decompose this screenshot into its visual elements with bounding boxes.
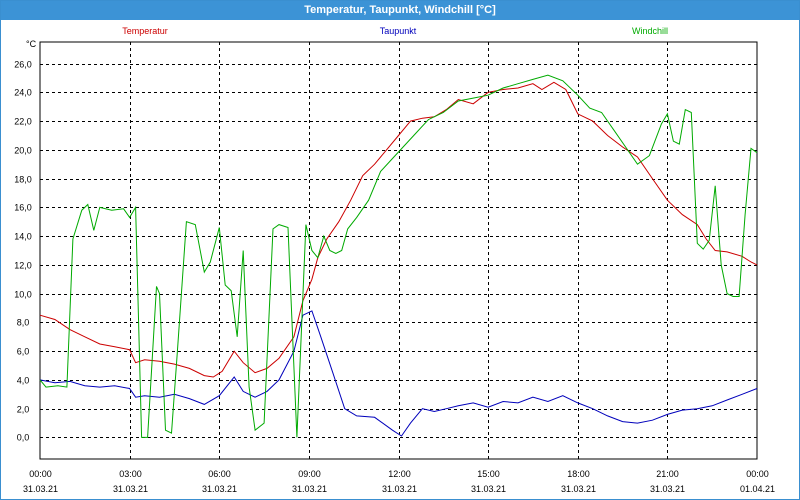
x-tick-date: 31.03.21 [561, 484, 596, 494]
x-tick-date: 31.03.21 [292, 484, 327, 494]
y-tick-label: 22,0 [14, 117, 32, 127]
x-tick-time: 06:00 [208, 469, 231, 479]
y-tick-label: 18,0 [14, 175, 32, 185]
y-tick-label: 16,0 [14, 203, 32, 213]
legend-temperatur: Temperatur [122, 26, 168, 36]
plot-frame [39, 41, 758, 460]
x-tick-time: 15:00 [477, 469, 500, 479]
legend-windchill: Windchill [632, 26, 668, 36]
x-tick-time: 12:00 [388, 469, 411, 479]
x-tick-time: 18:00 [567, 469, 590, 479]
y-tick-label: 20,0 [14, 146, 32, 156]
x-tick-date: 31.03.21 [650, 484, 685, 494]
y-tick-label: 2,0 [17, 405, 30, 415]
y-tick-label: 6,0 [17, 347, 30, 357]
x-tick-date: 01.04.21 [740, 484, 775, 494]
y-axis-unit: °C [26, 39, 37, 49]
x-tick-time: 03:00 [119, 469, 142, 479]
x-tick-date: 31.03.21 [202, 484, 237, 494]
x-tick-time: 00:00 [29, 469, 52, 479]
x-tick-date: 31.03.21 [382, 484, 417, 494]
series-line-temperatur [39, 81, 758, 378]
x-tick-date: 31.03.21 [113, 484, 148, 494]
y-tick-label: 26,0 [14, 60, 32, 70]
legend-taupunkt: Taupunkt [380, 26, 417, 36]
x-tick-time: 09:00 [298, 469, 321, 479]
chart-series [39, 74, 758, 438]
x-tick-time: 00:00 [746, 469, 769, 479]
y-tick-label: 0,0 [17, 433, 30, 443]
chart-axes [39, 41, 758, 460]
chart-labels: 0,0 2,0 4,0 6,0 8,0 10,0 12,0 14,0 16,0 18,0 20,0 2… [14, 26, 775, 494]
x-tick-date: 31.03.21 [471, 484, 506, 494]
y-tick-label: 10,0 [14, 290, 32, 300]
window-title: Temperatur, Taupunkt, Windchill [°C] [1, 1, 799, 20]
x-tick-time: 21:00 [656, 469, 679, 479]
y-tick-label: 12,0 [14, 261, 32, 271]
y-tick-label: 24,0 [14, 88, 32, 98]
y-tick-label: 4,0 [17, 376, 30, 386]
y-tick-label: 8,0 [17, 318, 30, 328]
series-line-windchill [39, 74, 758, 438]
x-tick-date: 31.03.21 [23, 484, 58, 494]
series-line-taupunkt [39, 310, 758, 437]
y-tick-label: 14,0 [14, 232, 32, 242]
